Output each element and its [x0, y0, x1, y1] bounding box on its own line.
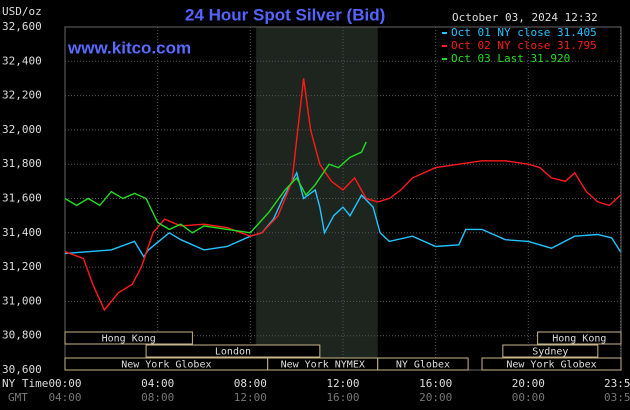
session-box: [537, 331, 622, 345]
session-box: [481, 357, 622, 371]
x-tick-label-gmt: 12:00: [234, 391, 267, 404]
session-label: New York NYMEX: [281, 360, 365, 371]
legend-label: Oct 02 NY close 31.795: [451, 39, 597, 52]
session-label: Hong Kong: [102, 334, 156, 345]
x-tick-label: 08:00: [234, 377, 267, 390]
y-tick-label: 32,400: [2, 54, 42, 67]
x-tick-label: 00:00: [48, 377, 81, 390]
session-label: Sydney: [532, 347, 568, 358]
watermark: www.kitco.com: [67, 38, 191, 57]
session-box: [145, 344, 321, 358]
x-tick-label-gmt: 16:00: [326, 391, 359, 404]
x-row-label: GMT: [8, 391, 28, 404]
session-box: [502, 344, 599, 358]
x-row-label: NY Time: [2, 377, 48, 390]
price-line: [64, 170, 622, 259]
session-label: New York Globex: [506, 360, 596, 371]
x-tick-label: 12:00: [326, 377, 359, 390]
legend-label: Oct 03 Last 31.920: [451, 52, 570, 65]
legend-label: Oct 01 NY close 31.405: [451, 26, 597, 39]
session-box: [64, 331, 193, 345]
y-tick-label: 30,600: [2, 363, 42, 376]
session-label: Hong Kong: [552, 334, 606, 345]
y-tick-label: 31,200: [2, 260, 42, 273]
y-tick-label: 31,800: [2, 157, 42, 170]
x-tick-label: 04:00: [141, 377, 174, 390]
y-tick-label: 32,200: [2, 89, 42, 102]
y-tick-label: 31,400: [2, 226, 42, 239]
x-tick-label-gmt: 04:00: [48, 391, 81, 404]
y-tick-label: 30,800: [2, 329, 42, 342]
x-tick-label-gmt: 08:00: [141, 391, 174, 404]
y-unit: USD/oz: [2, 5, 42, 18]
price-line: [64, 141, 367, 234]
x-tick-label: 23:59: [604, 377, 630, 390]
session-label: London: [215, 347, 251, 358]
x-tick-label-gmt: 03:59: [604, 391, 630, 404]
session-label: NY Globex: [396, 360, 450, 371]
y-tick-label: 31,600: [2, 192, 42, 205]
session-box: [377, 357, 469, 371]
x-tick-label-gmt: 20:00: [419, 391, 452, 404]
y-tick-label: 32,000: [2, 123, 42, 136]
session-label: New York Globex: [121, 360, 211, 371]
y-tick-label: 31,000: [2, 294, 42, 307]
y-tick-label: 32,600: [2, 20, 42, 33]
timestamp: October 03, 2024 12:32: [452, 11, 598, 24]
x-tick-label: 16:00: [419, 377, 452, 390]
x-tick-label-gmt: 00:00: [512, 391, 545, 404]
price-line: [64, 78, 621, 312]
x-tick-label: 20:00: [512, 377, 545, 390]
chart-title: 24 Hour Spot Silver (Bid): [185, 5, 385, 24]
